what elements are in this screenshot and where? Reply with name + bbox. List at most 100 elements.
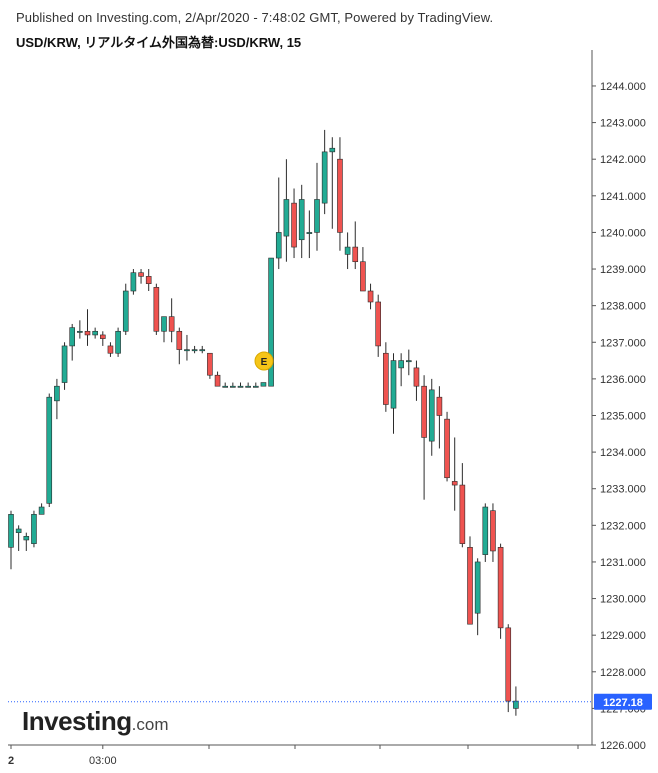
candle-body bbox=[329, 147, 336, 153]
candle bbox=[245, 382, 251, 388]
time-axis[interactable]: 2 03:00 bbox=[8, 744, 592, 767]
candle-body bbox=[298, 199, 305, 241]
logo-suffix: .com bbox=[131, 715, 169, 734]
candle-body bbox=[54, 385, 60, 402]
candle-body bbox=[92, 330, 98, 336]
candle-body bbox=[214, 374, 221, 387]
candle bbox=[314, 162, 320, 251]
price-tick-label: 1229.000 bbox=[600, 630, 646, 642]
candle-body bbox=[260, 382, 267, 387]
candle-body bbox=[100, 334, 106, 339]
candle-body bbox=[497, 547, 504, 629]
candle bbox=[168, 298, 175, 343]
candle-body bbox=[344, 246, 351, 255]
price-tick-label: 1233.000 bbox=[600, 484, 646, 496]
candle-body bbox=[398, 360, 404, 369]
candle-body bbox=[383, 352, 389, 405]
candle bbox=[298, 184, 305, 259]
candle bbox=[497, 543, 504, 639]
candle bbox=[237, 382, 244, 388]
candle-body bbox=[145, 276, 152, 284]
time-tick-label: 03:00 bbox=[89, 755, 117, 767]
candle bbox=[329, 137, 336, 229]
candle bbox=[513, 686, 519, 716]
candle-body bbox=[191, 349, 198, 352]
price-tick-label: 1228.000 bbox=[600, 667, 646, 679]
candle bbox=[199, 345, 206, 354]
candle bbox=[474, 558, 481, 636]
candle bbox=[54, 378, 60, 420]
candle bbox=[122, 283, 129, 335]
candle-body bbox=[168, 316, 175, 332]
candle bbox=[390, 353, 397, 434]
candle bbox=[360, 247, 366, 292]
price-axis[interactable]: 1226.0001227.0001228.0001229.0001230.000… bbox=[591, 50, 646, 752]
candle bbox=[428, 378, 435, 456]
price-tick-label: 1234.000 bbox=[600, 447, 646, 459]
candle-body bbox=[367, 290, 374, 303]
candle-body bbox=[436, 396, 443, 416]
last-price-badge bbox=[594, 693, 652, 710]
candle bbox=[145, 269, 152, 292]
candle-body bbox=[161, 316, 167, 332]
candle-body bbox=[38, 506, 45, 515]
candle bbox=[161, 316, 167, 343]
candle-body bbox=[8, 514, 14, 548]
candle bbox=[84, 309, 91, 346]
candle-body bbox=[253, 385, 259, 388]
candle bbox=[283, 159, 290, 262]
candle bbox=[344, 232, 351, 270]
candle bbox=[275, 177, 282, 270]
price-tick-label: 1230.000 bbox=[600, 594, 646, 606]
candle bbox=[398, 353, 404, 387]
candle-body bbox=[490, 510, 496, 552]
candle bbox=[130, 269, 137, 295]
candle-body bbox=[77, 330, 83, 333]
candle bbox=[230, 382, 236, 388]
candle-body bbox=[61, 345, 68, 383]
logo-text: Investing bbox=[22, 706, 132, 736]
investing-logo: Investing.com bbox=[22, 706, 168, 737]
candle bbox=[253, 382, 259, 388]
price-tick-label: 1236.000 bbox=[600, 374, 646, 386]
candle-body bbox=[291, 202, 297, 248]
candle-body bbox=[352, 246, 359, 263]
candle bbox=[490, 503, 496, 562]
event-marker-label: E bbox=[261, 357, 268, 368]
price-tick-label: 1243.000 bbox=[600, 118, 646, 130]
candle-body bbox=[199, 349, 206, 352]
candle bbox=[69, 323, 75, 361]
candle-body bbox=[428, 389, 435, 442]
candle bbox=[306, 210, 313, 259]
candle bbox=[92, 327, 98, 339]
candle-body bbox=[230, 385, 236, 388]
candle-body bbox=[268, 257, 274, 387]
candle-body bbox=[15, 528, 22, 533]
last-price-label: 1227.18 bbox=[603, 697, 643, 709]
candle bbox=[405, 349, 412, 376]
candle-body bbox=[107, 345, 114, 354]
candle bbox=[337, 137, 343, 251]
candle-body bbox=[84, 330, 91, 336]
candle bbox=[321, 129, 328, 215]
candle bbox=[191, 345, 198, 354]
candle bbox=[459, 463, 466, 548]
candle-body bbox=[321, 151, 328, 204]
candle-body bbox=[375, 301, 382, 347]
candle bbox=[436, 386, 443, 449]
candle bbox=[115, 327, 121, 357]
candle bbox=[214, 371, 221, 387]
price-tick-label: 1237.000 bbox=[600, 337, 646, 349]
candle-body bbox=[505, 627, 512, 702]
candle bbox=[184, 334, 190, 361]
candle-body bbox=[421, 385, 427, 438]
candle-body bbox=[176, 330, 183, 350]
candle bbox=[367, 283, 374, 310]
candle bbox=[46, 393, 53, 508]
candle bbox=[383, 342, 389, 412]
price-tick-label: 1232.000 bbox=[600, 520, 646, 532]
candle bbox=[138, 269, 144, 284]
candle-body bbox=[337, 158, 343, 233]
candle bbox=[77, 320, 83, 339]
